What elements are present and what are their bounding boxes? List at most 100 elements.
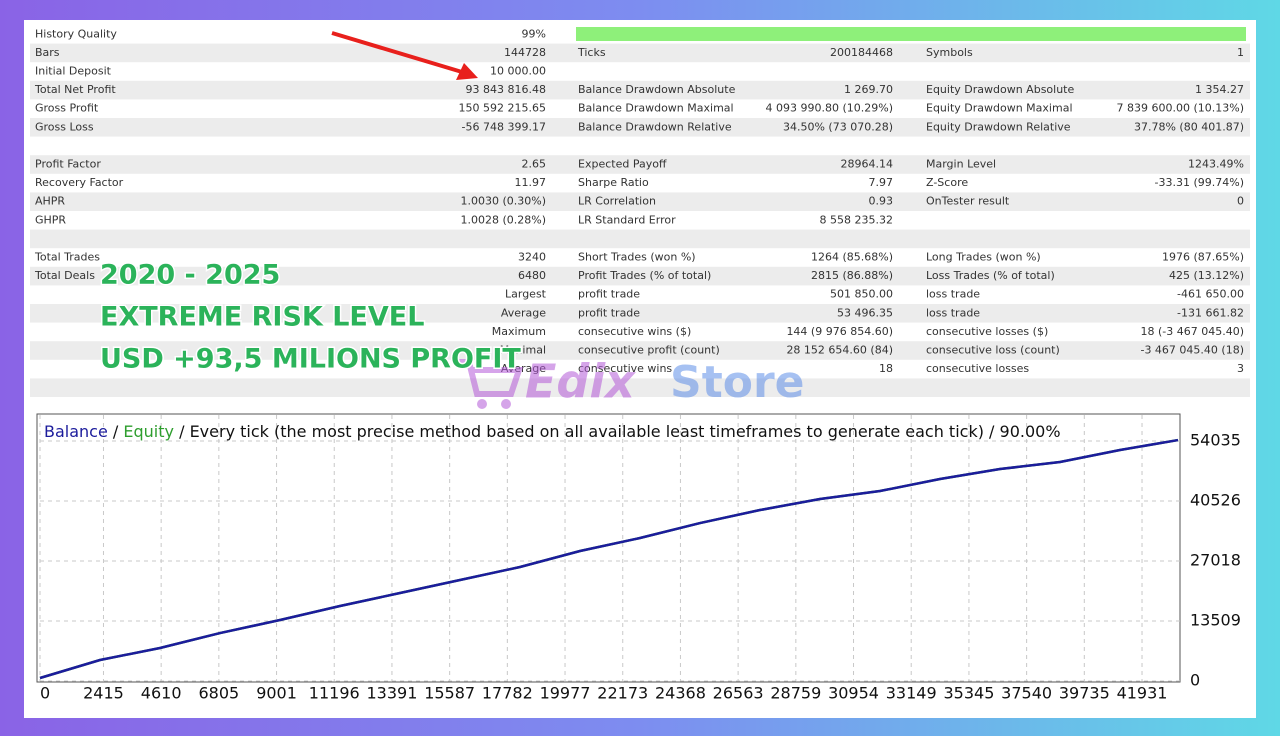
cell-value: 1 354.27 (1195, 83, 1244, 96)
x-tick-label: 41931 (1117, 684, 1168, 703)
arrow-shaft (331, 31, 463, 74)
cell-label: loss trade (926, 306, 980, 319)
x-tick-label: 9001 (256, 684, 297, 703)
cell-value: 150 592 215.65 (459, 102, 546, 115)
row-band (30, 341, 1250, 360)
cell-label: Z-Score (926, 176, 968, 189)
overlay: 2020 - 2025 EXTREME RISK LEVEL USD +93,5 M… (99, 258, 523, 376)
cell-label: LR Correlation (578, 195, 656, 208)
cell-value: 7 839 600.00 (10.13%) (1117, 102, 1245, 115)
cell-value: 2.65 (522, 158, 547, 171)
cell-label: Recovery Factor (35, 176, 124, 189)
legend-entry: Balance (44, 422, 108, 441)
overlay-line: EXTREME RISK LEVEL (100, 302, 424, 333)
cell-label: Total Net Profit (34, 83, 116, 96)
x-tick-label: 0 (40, 684, 50, 703)
watermark-brand: Edix (525, 355, 636, 409)
cell-value: -56 748 399.17 (462, 120, 546, 133)
cell-label: Total Trades (34, 251, 100, 264)
cell-label: Loss Trades (% of total) (926, 269, 1055, 282)
row-band (30, 43, 1250, 63)
cell-value: 144728 (504, 46, 546, 59)
legend-separator: / (179, 422, 185, 441)
x-tick-label: 35345 (943, 684, 994, 703)
cell-label: Equity Drawdown Relative (926, 120, 1071, 133)
x-tick-label: 2415 (83, 684, 124, 703)
cell-label: Sharpe Ratio (578, 176, 649, 189)
legend-entry: Equity (123, 422, 174, 441)
row-band (30, 80, 1250, 100)
cell-value: 53 496.35 (837, 306, 893, 319)
x-tick-label: 30954 (828, 684, 879, 703)
watermark-suffix: Store (670, 357, 805, 408)
cell-value: 93 843 816.48 (466, 83, 546, 96)
cell-value: 3240 (518, 251, 546, 264)
cell-label: Profit Factor (35, 158, 101, 171)
x-tick-label: 39735 (1059, 684, 1110, 703)
cell-label: consecutive loss (count) (926, 344, 1060, 357)
cell-value: 2815 (86.88%) (811, 269, 893, 282)
cell-value: 8 558 235.32 (820, 213, 893, 226)
cell-value: -461 650.00 (1177, 288, 1244, 301)
cell-value: 34.50% (73 070.28) (783, 120, 893, 133)
cell-value: 425 (13.12%) (1169, 269, 1244, 282)
cell-value: 501 850.00 (830, 288, 893, 301)
overlay-line: 2020 - 2025 (100, 260, 280, 291)
cell-label: Gross Loss (35, 120, 94, 133)
cell-value: 7.97 (869, 176, 894, 189)
cell-value: 144 (9 976 854.60) (786, 325, 893, 338)
x-tick-label: 24368 (655, 684, 706, 703)
cell-value: Largest (505, 288, 547, 301)
row-band (30, 378, 1250, 397)
cell-label: consecutive profit (count) (578, 344, 720, 357)
arrow-head (456, 63, 478, 80)
cell-value: 1 269.70 (844, 83, 893, 96)
cell-value: 28964.14 (841, 158, 894, 171)
chart-subtitle: Every tick (the most precise method base… (190, 422, 1061, 441)
cell-label: consecutive wins (578, 362, 672, 375)
cell-label: Total Deals (34, 269, 95, 282)
cell-label: Expected Payoff (578, 158, 667, 171)
cell-label: consecutive losses (926, 362, 1029, 375)
cell-label: Symbols (926, 46, 973, 59)
cart-wheel (477, 399, 487, 409)
legend-separator: / (113, 422, 119, 441)
cart-wheel (501, 399, 511, 409)
cell-label: Short Trades (won %) (578, 251, 696, 264)
chart: 0 13509 27018 40526 54035 0 2415 4610 6805 9001 11… (36, 413, 1241, 703)
cell-label: Balance Drawdown Maximal (578, 102, 734, 115)
cell-label: Long Trades (won %) (926, 251, 1041, 264)
cell-label: Margin Level (926, 158, 996, 171)
cell-value: 18 (879, 362, 893, 375)
cell-value: 10 000.00 (490, 65, 546, 78)
cell-value: 0.93 (869, 195, 894, 208)
cell-label: OnTester result (926, 195, 1010, 208)
cell-value: 6480 (518, 269, 546, 282)
cell-value: 1243.49% (1188, 158, 1244, 171)
row-band (30, 155, 1250, 174)
x-tick-label: 26563 (713, 684, 764, 703)
cart-icon (455, 359, 524, 397)
quality-bar (576, 27, 1246, 41)
cell-label: Profit Trades (% of total) (578, 269, 711, 282)
cell-value: 1264 (85.68%) (811, 251, 893, 264)
cell-label: Balance Drawdown Absolute (578, 83, 736, 96)
x-tick-label: 37540 (1001, 684, 1052, 703)
cell-label: profit trade (578, 288, 640, 301)
cell-label: Gross Profit (35, 102, 99, 115)
row-band (30, 304, 1250, 323)
cell-value: 1.0028 (0.28%) (460, 213, 546, 226)
x-tick-label: 22173 (597, 684, 648, 703)
cell-label: AHPR (35, 195, 65, 208)
y-tick-label: 13509 (1190, 611, 1241, 630)
x-tick-label: 33149 (886, 684, 937, 703)
x-tick-label: 28759 (770, 684, 821, 703)
x-tick-label: 11196 (309, 684, 360, 703)
cell-value: Maximal (500, 344, 546, 357)
cell-value: -33.31 (99.74%) (1155, 176, 1244, 189)
cell-label: Equity Drawdown Maximal (926, 102, 1073, 115)
cell-value: 1.0030 (0.30%) (460, 195, 546, 208)
cell-label: Bars (35, 46, 60, 59)
cell-value: Maximum (492, 325, 546, 338)
x-tick-label: 17782 (482, 684, 533, 703)
